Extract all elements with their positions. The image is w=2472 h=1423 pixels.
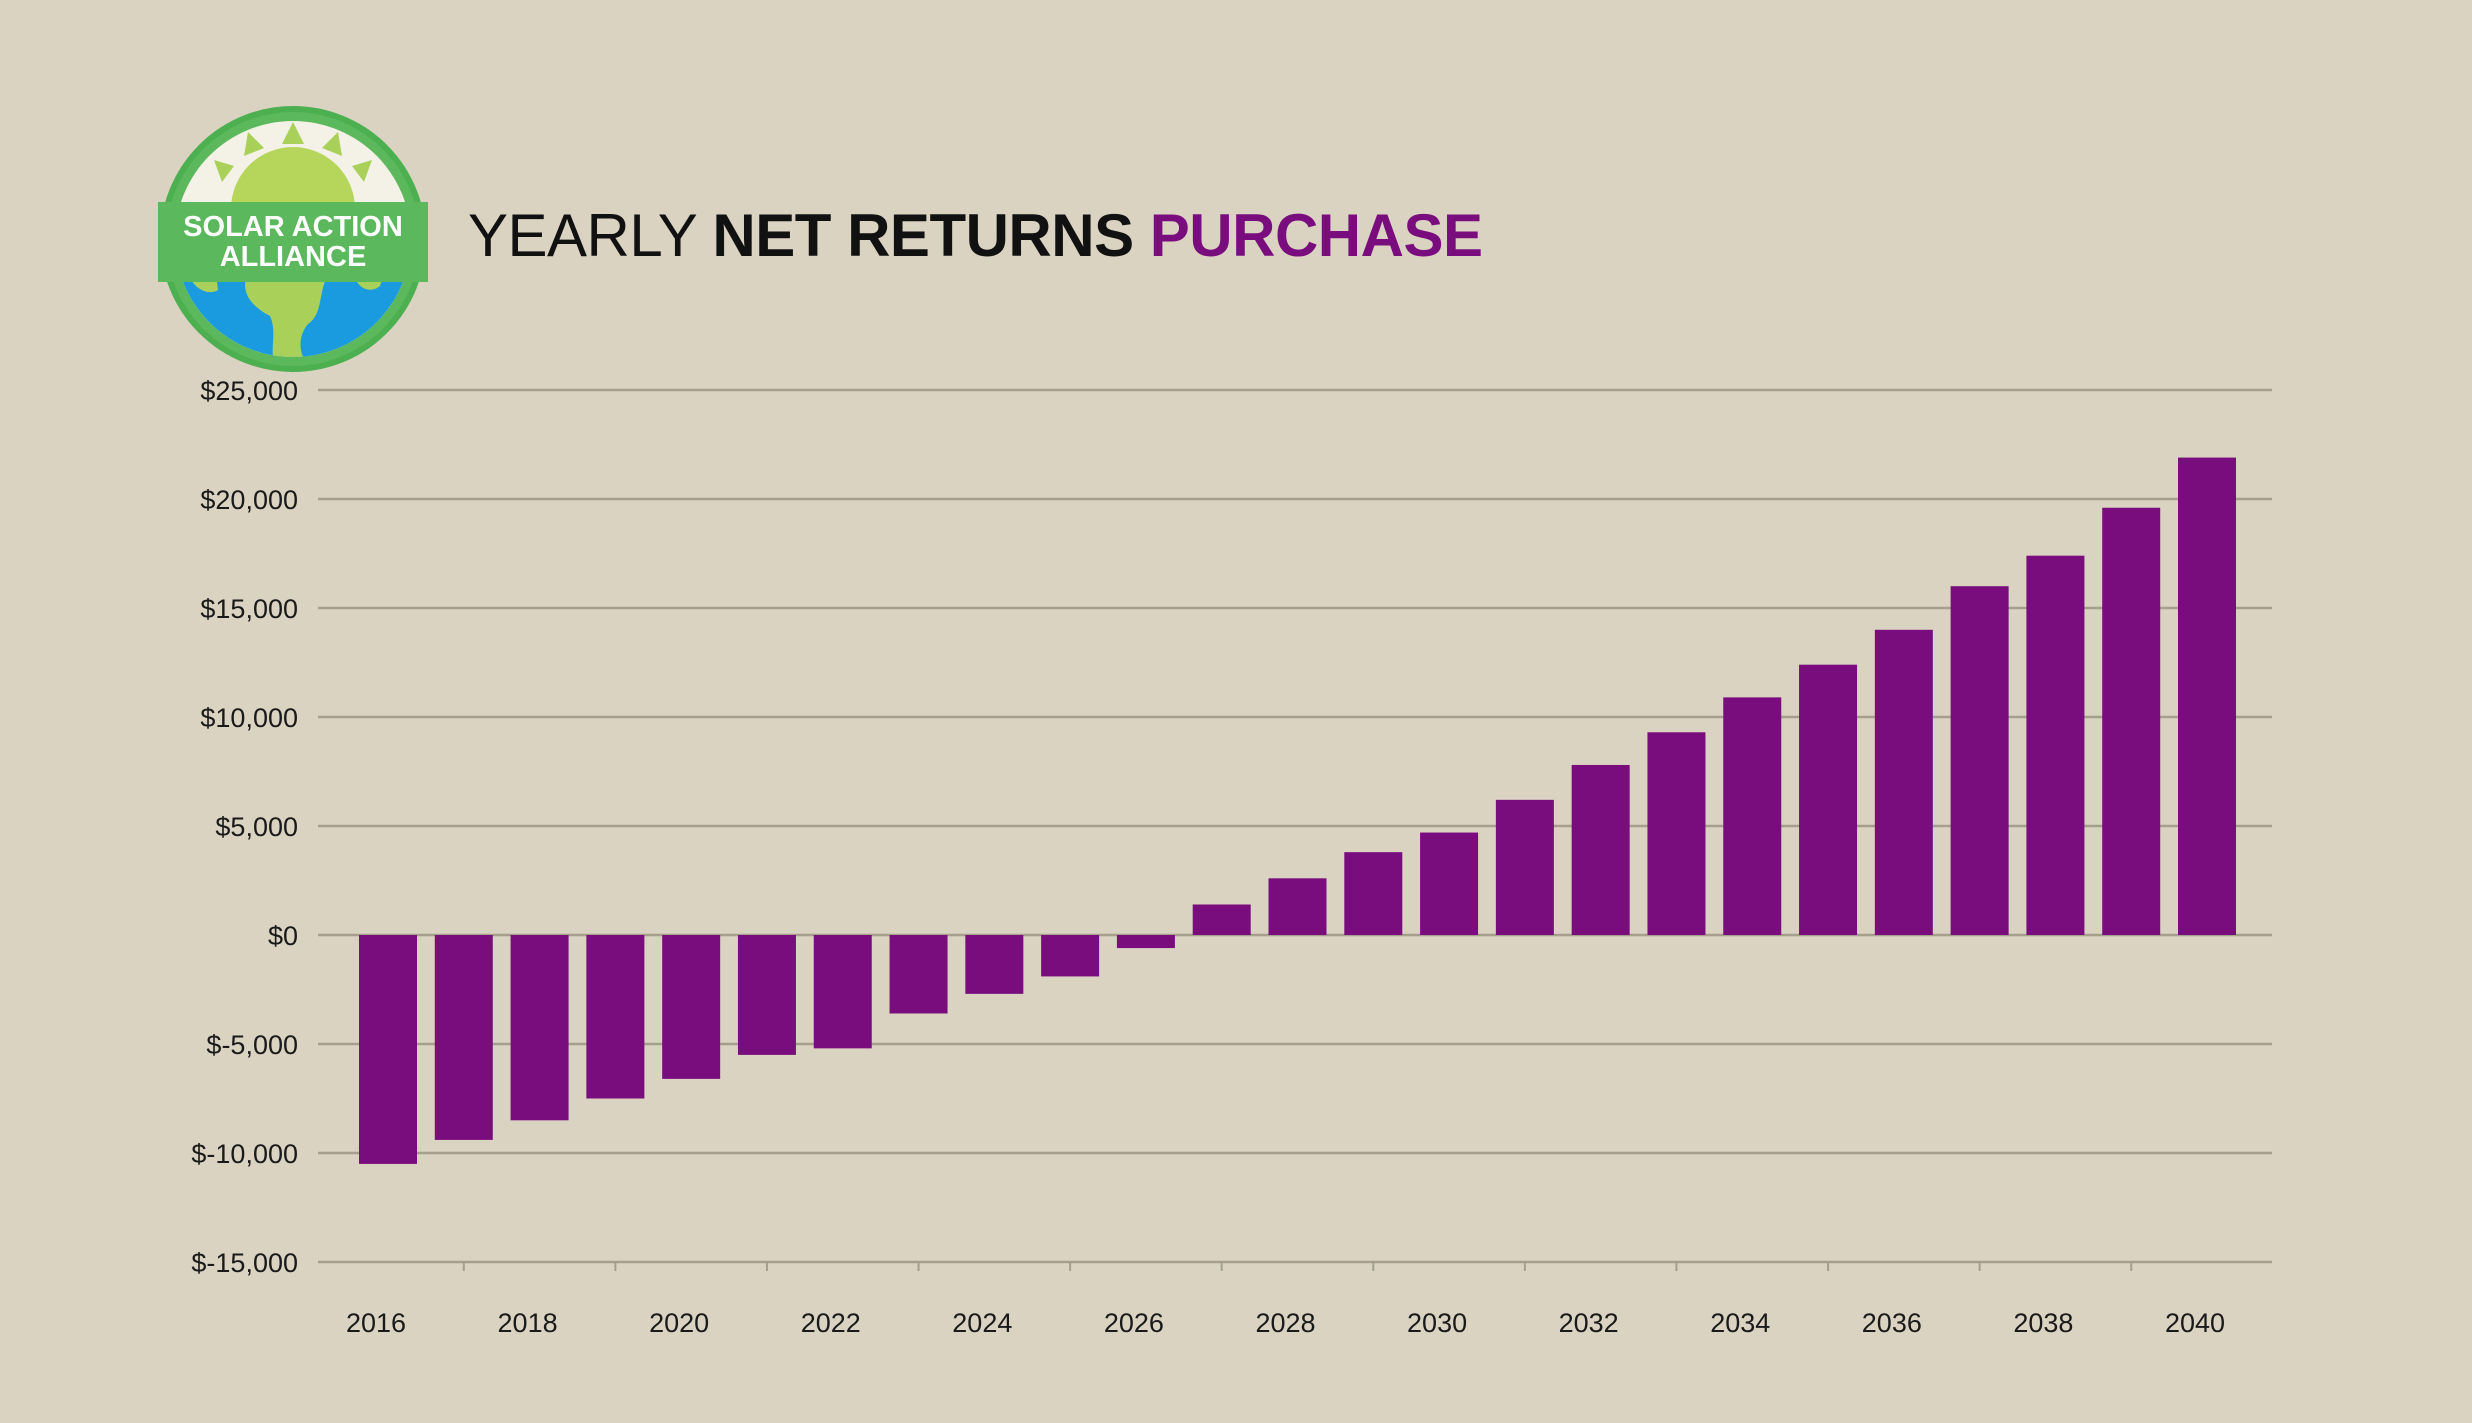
y-tick-label: $0 bbox=[268, 921, 298, 951]
x-tick-label: 2026 bbox=[1104, 1308, 1164, 1338]
bar-2018 bbox=[510, 935, 569, 1121]
y-tick-label: $-15,000 bbox=[191, 1248, 298, 1278]
bar-2031 bbox=[1495, 799, 1554, 935]
bar-2035 bbox=[1799, 664, 1858, 935]
x-tick-label: 2040 bbox=[2165, 1308, 2225, 1338]
gridlines bbox=[318, 388, 2272, 1264]
title-part-net-returns: NET RETURNS bbox=[712, 202, 1134, 269]
bar-2026 bbox=[1116, 935, 1175, 949]
bar-2039 bbox=[2102, 507, 2161, 935]
x-tick-label: 2020 bbox=[649, 1308, 709, 1338]
y-tick-label: $-5,000 bbox=[206, 1030, 298, 1060]
solar-action-alliance-logo: SOLAR ACTION ALLIANCE bbox=[158, 104, 428, 374]
svg-text:ALLIANCE: ALLIANCE bbox=[220, 241, 367, 273]
y-tick-label: $-10,000 bbox=[191, 1139, 298, 1169]
chart-title: YEARLY NET RETURNS PURCHASE bbox=[468, 196, 1483, 276]
bar-2020 bbox=[662, 935, 721, 1079]
x-tick-label: 2036 bbox=[1862, 1308, 1922, 1338]
title-part-yearly: YEARLY bbox=[468, 202, 713, 269]
x-tick-label: 2028 bbox=[1255, 1308, 1315, 1338]
bar-2036 bbox=[1874, 629, 1933, 935]
x-tick-label: 2038 bbox=[2013, 1308, 2073, 1338]
bar-2024 bbox=[965, 935, 1024, 994]
bar-2027 bbox=[1192, 904, 1251, 935]
x-tick-label: 2016 bbox=[346, 1308, 406, 1338]
x-axis: 2016 2018 2020 2022 2024 2026 2028 2030 2032 2034… bbox=[346, 1262, 2225, 1338]
bar-2034 bbox=[1723, 697, 1782, 935]
bar-2032 bbox=[1571, 764, 1630, 935]
y-tick-label: $10,000 bbox=[200, 703, 298, 733]
bar-2022 bbox=[813, 935, 872, 1049]
bar-2029 bbox=[1344, 852, 1403, 935]
bars bbox=[359, 457, 2236, 1164]
bar-2025 bbox=[1041, 935, 1100, 977]
bar-2038 bbox=[2026, 555, 2085, 935]
title-part-purchase: PURCHASE bbox=[1133, 202, 1483, 269]
bar-2040 bbox=[2178, 457, 2236, 935]
x-tick-label: 2034 bbox=[1710, 1308, 1770, 1338]
y-tick-label: $15,000 bbox=[200, 594, 298, 624]
bar-2030 bbox=[1420, 832, 1479, 935]
bar-2016 bbox=[359, 935, 417, 1164]
bar-2033 bbox=[1647, 732, 1706, 935]
y-tick-label: $5,000 bbox=[215, 812, 298, 842]
x-tick-label: 2022 bbox=[801, 1308, 861, 1338]
y-tick-label: $20,000 bbox=[200, 485, 298, 515]
x-tick-label: 2018 bbox=[498, 1308, 558, 1338]
x-tick-label: 2032 bbox=[1559, 1308, 1619, 1338]
y-tick-label: $25,000 bbox=[200, 376, 298, 406]
bar-2028 bbox=[1268, 878, 1327, 935]
x-tick-label: 2024 bbox=[952, 1308, 1012, 1338]
bar-2021 bbox=[737, 935, 796, 1055]
svg-text:SOLAR ACTION: SOLAR ACTION bbox=[183, 211, 403, 243]
x-tick-label: 2030 bbox=[1407, 1308, 1467, 1338]
y-axis-labels: $25,000 $20,000 $15,000 $10,000 $5,000 $0 $-5,… bbox=[191, 376, 298, 1278]
bar-2019 bbox=[586, 935, 645, 1099]
bar-2017 bbox=[434, 935, 493, 1140]
bar-2037 bbox=[1950, 586, 2009, 935]
bar-2023 bbox=[889, 935, 948, 1014]
